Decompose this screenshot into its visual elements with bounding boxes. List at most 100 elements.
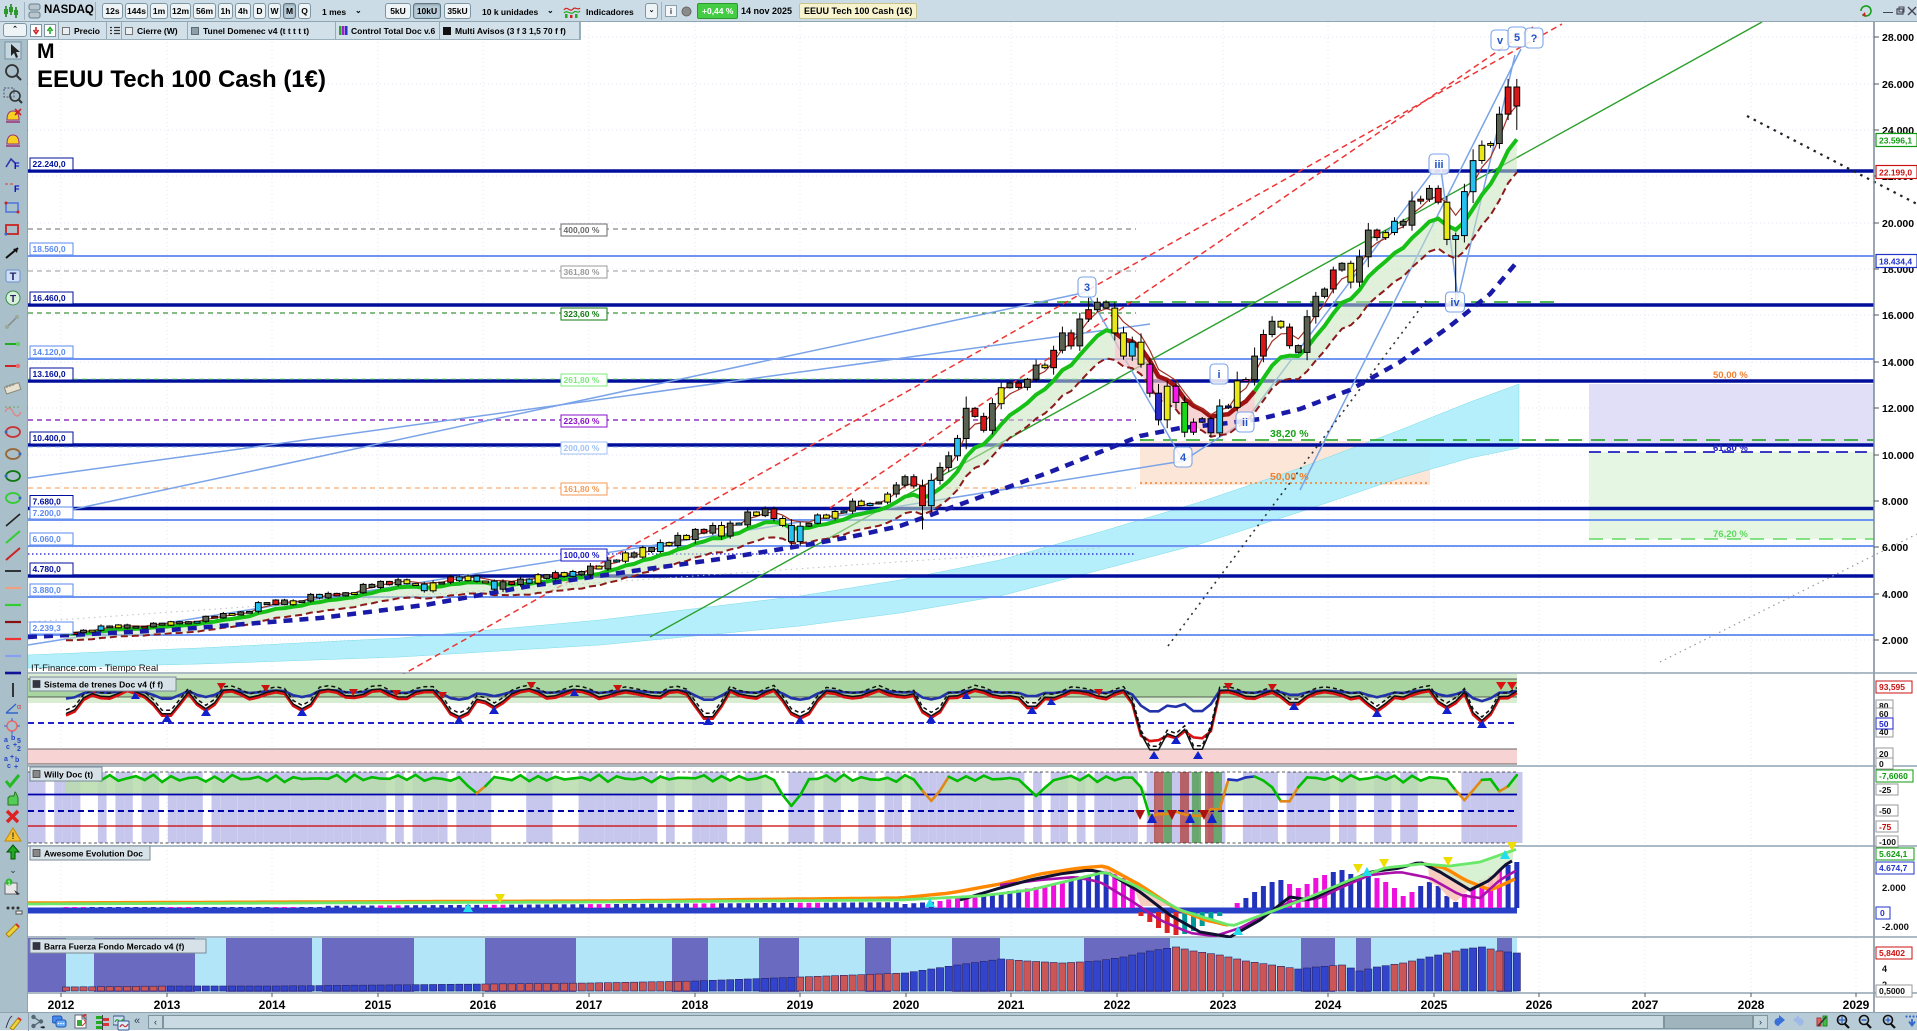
svg-text:61,80 %: 61,80 %	[1713, 443, 1748, 454]
svg-text:50,00 %: 50,00 %	[1713, 370, 1748, 381]
svg-text:-2.000: -2.000	[1882, 922, 1909, 933]
svg-text:i: i	[670, 7, 672, 16]
svg-text:!: !	[12, 831, 15, 841]
svg-text:261,80 %: 261,80 %	[564, 375, 600, 385]
svg-text:ii: ii	[1242, 417, 1248, 429]
svg-text:20.000: 20.000	[1882, 218, 1914, 230]
svg-text:14.000: 14.000	[1882, 357, 1914, 369]
svg-text:0: 0	[1879, 759, 1884, 769]
svg-text:13.160,0: 13.160,0	[33, 369, 66, 379]
svg-text:16.460,0: 16.460,0	[33, 293, 66, 303]
svg-text:23.596,1: 23.596,1	[1879, 136, 1912, 146]
svg-text:-75: -75	[1879, 822, 1892, 832]
svg-text:3: 3	[1084, 282, 1090, 294]
svg-text:361,80 %: 361,80 %	[564, 267, 600, 277]
svg-text:18.434,4: 18.434,4	[1879, 257, 1912, 267]
svg-text:2013: 2013	[154, 998, 181, 1012]
svg-text:200,00 %: 200,00 %	[564, 443, 600, 453]
svg-text:93,595: 93,595	[1879, 682, 1905, 692]
svg-text:-100: -100	[1879, 837, 1896, 847]
svg-text:6.000: 6.000	[1882, 542, 1908, 554]
svg-text:12.000: 12.000	[1882, 403, 1914, 415]
svg-text:2026: 2026	[1526, 998, 1553, 1012]
svg-text:2019: 2019	[787, 998, 814, 1012]
svg-text:5,8402: 5,8402	[1879, 948, 1905, 958]
svg-text:10.400,0: 10.400,0	[33, 433, 66, 443]
svg-text:-7,6060: -7,6060	[1879, 771, 1908, 781]
svg-text:100,00 %: 100,00 %	[564, 550, 600, 560]
svg-text:161,80 %: 161,80 %	[564, 484, 600, 494]
svg-text:iv: iv	[1450, 297, 1460, 309]
svg-text:50: 50	[1879, 719, 1889, 729]
svg-text:c: c	[7, 763, 11, 770]
svg-text:Willy Doc (t): Willy Doc (t)	[44, 770, 93, 780]
svg-text:2028: 2028	[1738, 998, 1765, 1012]
svg-text:18.560,0: 18.560,0	[33, 244, 66, 254]
svg-text:2024: 2024	[1315, 998, 1342, 1012]
svg-text:b: b	[11, 735, 15, 742]
svg-text:28.000: 28.000	[1882, 32, 1914, 44]
svg-text:F: F	[14, 184, 20, 194]
svg-text:a: a	[4, 756, 8, 763]
svg-text:EEUU Tech 100 Cash (1€): EEUU Tech 100 Cash (1€)	[37, 66, 326, 93]
svg-text:76,20 %: 76,20 %	[1713, 529, 1748, 540]
svg-text:c: c	[6, 744, 10, 751]
svg-text:?: ?	[1531, 33, 1538, 45]
svg-text:Barra Fuerza Fondo Mercado v4: Barra Fuerza Fondo Mercado v4 (f)	[44, 942, 184, 952]
svg-text:3.880,0: 3.880,0	[33, 585, 62, 595]
svg-text:0,5000: 0,5000	[1879, 986, 1905, 996]
svg-text:2023: 2023	[1210, 998, 1237, 1012]
svg-text:2018: 2018	[682, 998, 709, 1012]
svg-text:i: i	[1217, 369, 1220, 381]
svg-text:4.674,7: 4.674,7	[1879, 863, 1908, 873]
svg-text:5: 5	[1514, 32, 1520, 44]
svg-text:2021: 2021	[998, 998, 1025, 1012]
svg-text:Sistema de trenes Doc v4 (f f): Sistema de trenes Doc v4 (f f)	[44, 680, 163, 690]
svg-text:4: 4	[1180, 452, 1187, 464]
svg-text:F: F	[14, 161, 20, 171]
svg-text:7.200,0: 7.200,0	[33, 508, 62, 518]
svg-text:a: a	[4, 737, 8, 744]
svg-text:2025: 2025	[1421, 998, 1448, 1012]
svg-text:-50: -50	[1879, 806, 1892, 816]
svg-text:22.240,0: 22.240,0	[33, 159, 66, 169]
svg-text:4.780,0: 4.780,0	[33, 564, 62, 574]
svg-text:-25: -25	[1879, 785, 1892, 795]
svg-text:iii: iii	[1434, 159, 1443, 171]
svg-text:2014: 2014	[259, 998, 286, 1012]
svg-text:4: 4	[1882, 964, 1887, 974]
svg-text:2020: 2020	[893, 998, 920, 1012]
svg-text:2.239,3: 2.239,3	[33, 623, 62, 633]
svg-text:2029: 2029	[1843, 998, 1870, 1012]
svg-text:22.199,0: 22.199,0	[1879, 168, 1912, 178]
svg-text:α: α	[17, 704, 21, 711]
svg-text:38,20 %: 38,20 %	[1270, 428, 1309, 440]
svg-text:2012: 2012	[48, 998, 75, 1012]
svg-text:2015: 2015	[365, 998, 392, 1012]
svg-text:4.000: 4.000	[1882, 589, 1908, 601]
svg-text:7.680,0: 7.680,0	[33, 497, 62, 507]
svg-text:M: M	[37, 40, 55, 63]
svg-text:Awesome Evolution Doc: Awesome Evolution Doc	[44, 849, 143, 859]
svg-text:+: +	[10, 754, 14, 761]
svg-text:T: T	[10, 294, 16, 305]
svg-text:2017: 2017	[576, 998, 603, 1012]
svg-text:5: 5	[17, 738, 21, 745]
svg-text:2016: 2016	[470, 998, 497, 1012]
svg-text:2.000: 2.000	[1882, 883, 1906, 894]
svg-text:2022: 2022	[1104, 998, 1131, 1012]
svg-text:0: 0	[1880, 908, 1885, 918]
svg-text:v: v	[1497, 35, 1504, 47]
svg-text:8.000: 8.000	[1882, 496, 1908, 508]
svg-text:2027: 2027	[1632, 998, 1659, 1012]
svg-text:5.624,1: 5.624,1	[1879, 849, 1908, 859]
svg-text:26.000: 26.000	[1882, 79, 1914, 91]
svg-text:T: T	[10, 271, 17, 283]
svg-text:2.000: 2.000	[1882, 635, 1908, 647]
svg-text:223,60 %: 223,60 %	[564, 416, 600, 426]
svg-text:b: b	[15, 757, 19, 764]
svg-text:6.060,0: 6.060,0	[33, 534, 62, 544]
svg-text:400,00 %: 400,00 %	[564, 225, 600, 235]
svg-text:14.120,0: 14.120,0	[33, 347, 66, 357]
svg-text:50,00 %: 50,00 %	[1270, 471, 1309, 483]
